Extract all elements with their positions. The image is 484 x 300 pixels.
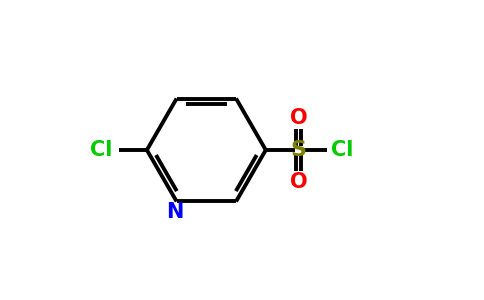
Text: S: S	[290, 140, 306, 160]
Text: Cl: Cl	[331, 140, 353, 160]
Text: Cl: Cl	[91, 140, 113, 160]
Text: N: N	[166, 202, 184, 222]
Text: O: O	[289, 172, 307, 192]
Text: O: O	[289, 108, 307, 128]
